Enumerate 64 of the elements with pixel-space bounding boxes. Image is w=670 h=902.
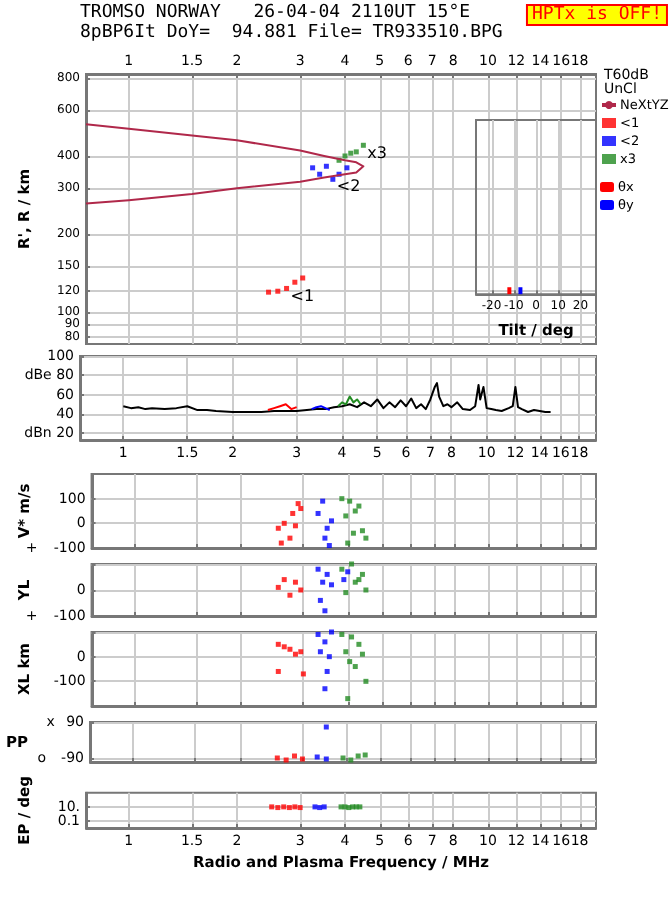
point: [320, 579, 326, 585]
point: [345, 569, 351, 575]
point: [324, 571, 330, 577]
point: [348, 757, 354, 763]
point: [328, 629, 334, 635]
point: [315, 510, 321, 516]
point: [349, 634, 355, 640]
point: [320, 498, 326, 504]
point: [287, 592, 293, 598]
point: [300, 671, 306, 677]
point: [350, 530, 356, 536]
annotation: <2: [336, 176, 361, 195]
point: [347, 659, 353, 665]
point: [343, 649, 349, 655]
chart-title: TROMSO NORWAY 26-04-04 2110UT 15°E: [80, 3, 471, 23]
point: [298, 587, 304, 593]
point: [339, 631, 345, 637]
point: [341, 577, 347, 583]
point: [283, 757, 289, 763]
point: [322, 639, 328, 645]
point: [323, 756, 329, 762]
text: HPTx is OFF!: [531, 5, 663, 25]
point: [352, 508, 358, 514]
point: [356, 641, 362, 647]
point: [314, 754, 320, 760]
point: [339, 496, 345, 502]
point: [315, 566, 321, 572]
point: [356, 503, 362, 509]
point: [343, 590, 349, 596]
point: [298, 506, 304, 512]
point: [295, 501, 301, 507]
point: [315, 631, 321, 637]
annotation: x3: [367, 144, 388, 163]
point: [343, 513, 349, 519]
point: [347, 498, 353, 504]
annotation: <1: [290, 287, 315, 306]
point: [349, 561, 355, 567]
point: [290, 510, 296, 516]
point: [340, 755, 346, 761]
point: [352, 664, 358, 670]
point: [339, 566, 345, 572]
chart-subtitle: 8pBP6It DoY= 94.881 File= TR933510.BPG: [80, 23, 503, 43]
point: [317, 597, 323, 603]
point: [355, 753, 361, 759]
point: [281, 520, 287, 526]
point: [317, 649, 323, 655]
point: [287, 535, 293, 541]
point: [322, 686, 328, 692]
point: [324, 668, 330, 674]
point: [322, 535, 328, 541]
point: [292, 579, 298, 585]
point: [287, 646, 293, 652]
point: [292, 523, 298, 529]
point: [322, 608, 328, 614]
point: [326, 654, 332, 660]
point: [292, 651, 298, 657]
point: [326, 543, 332, 549]
point: [292, 753, 298, 759]
point: [298, 649, 304, 655]
point: [324, 525, 330, 531]
point: [345, 696, 351, 702]
point: [323, 724, 329, 730]
point: [328, 518, 334, 524]
point: [328, 582, 334, 588]
